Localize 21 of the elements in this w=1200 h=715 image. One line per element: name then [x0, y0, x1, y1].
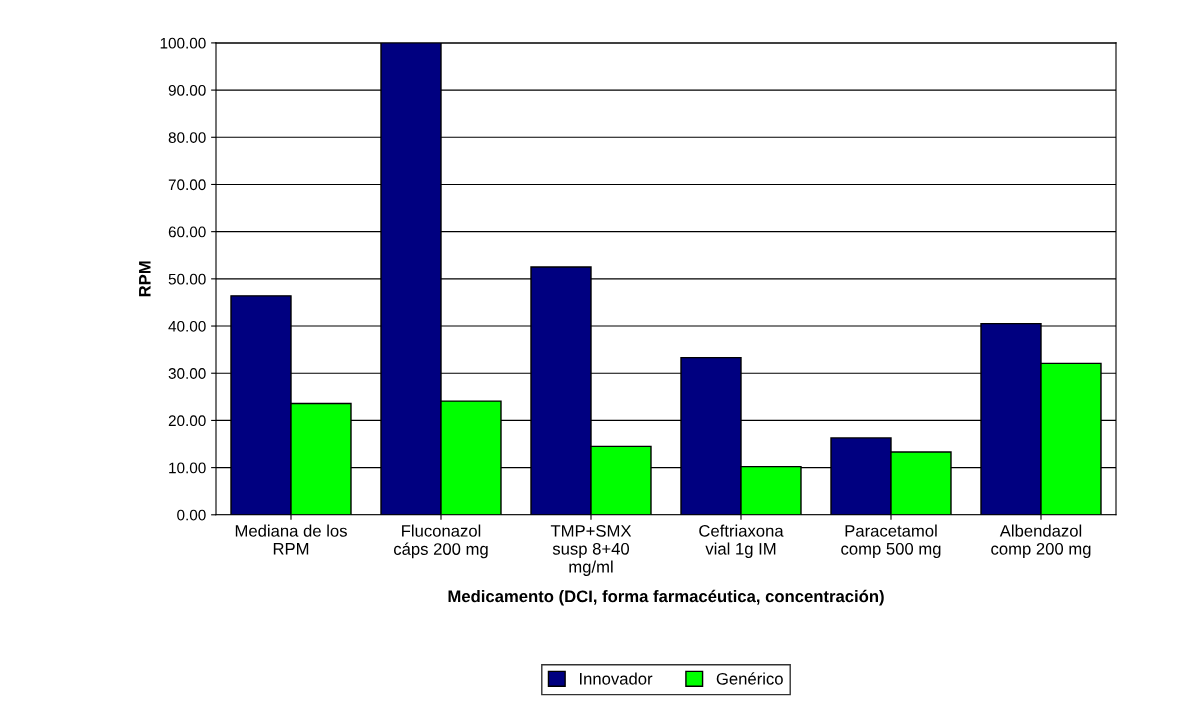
x-tick-label: Ceftriaxona vial 1g IM [699, 524, 784, 559]
y-tick-label: 30.00 [168, 368, 206, 379]
x-tick-label: Paracetamol comp 500 mg [841, 524, 941, 559]
x-axis-title: Medicamento (DCI, forma farmacéutica, concentración) [448, 589, 884, 606]
y-tick-label: 60.00 [168, 226, 206, 238]
x-tick-label: Mediana de los RPM [235, 524, 347, 555]
y-tick-label: 40.00 [168, 320, 206, 332]
x-tick-label: Fluconazol cáps 200 mg [394, 524, 488, 559]
y-tick-label: 70.00 [168, 179, 206, 191]
y-tick-label: 80.00 [168, 132, 206, 143]
legend-label: Genérico [716, 672, 783, 685]
y-tick-label: 0.00 [177, 509, 206, 521]
y-tick-label: 10.00 [169, 462, 206, 474]
x-tick-label: Albendazol comp 200 mg [991, 524, 1091, 559]
y-tick-label: 90.00 [168, 84, 206, 96]
y-tick-label: 20.00 [168, 415, 206, 427]
y-tick-label: 100.00 [160, 37, 206, 49]
x-tick-label: TMP+SMX susp 8+40 mg/ml [550, 524, 632, 576]
legend-label: Innovador [580, 672, 653, 685]
y-axis-title: RPM [139, 261, 151, 297]
y-tick-label: 50.00 [168, 273, 206, 285]
